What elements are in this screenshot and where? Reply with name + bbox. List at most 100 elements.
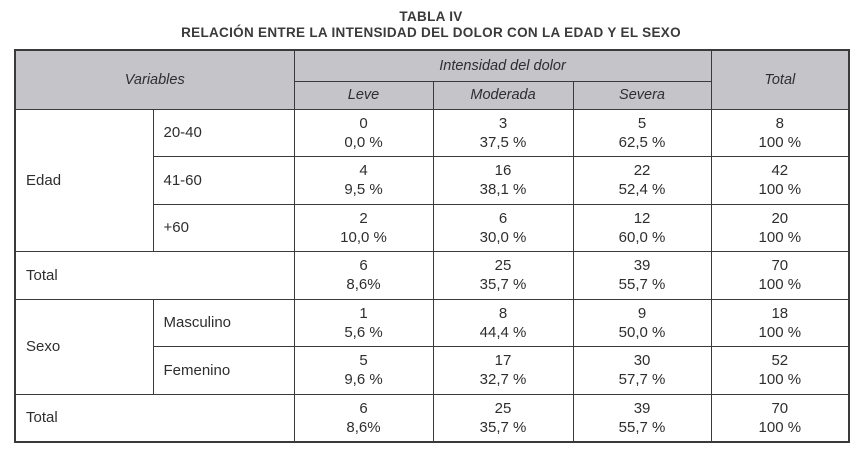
cell-count: 5 — [359, 352, 368, 370]
cell-count: 4 — [359, 162, 368, 180]
header-leve: Leve — [293, 80, 434, 110]
cell-percent: 9,6 % — [344, 371, 383, 389]
cell-percent: 8,6% — [346, 276, 381, 294]
cell-percent: 62,5 % — [618, 133, 666, 151]
header-variables: Variables — [14, 49, 295, 110]
cell-count: 70 — [771, 399, 789, 417]
cell-edad-total-severa: 39 55,7 % — [572, 251, 712, 300]
table-body: Edad 20-40 0 0,0 % 3 37,5 % 5 62,5 % 8 1… — [14, 108, 850, 442]
table-row-edad-60plus: +60 2 10,0 % 6 30,0 % 12 60,0 % 20 100 % — [15, 203, 850, 252]
cell-edad-20-40-severa: 5 62,5 % — [572, 108, 712, 157]
cell-percent: 55,7 % — [618, 276, 666, 294]
table-row-edad-41-60: 41-60 4 9,5 % 16 38,1 % 22 52,4 % 42 100… — [15, 156, 850, 205]
cell-count: 8 — [775, 114, 784, 132]
cell-count: 39 — [633, 257, 651, 275]
cell-count: 1 — [359, 304, 368, 322]
cell-percent: 100 % — [758, 418, 802, 436]
cell-sexo-femenino-leve: 5 9,6 % — [293, 346, 434, 395]
header-moderada: Moderada — [432, 80, 574, 110]
cell-count: 52 — [771, 352, 789, 370]
cell-percent: 5,6 % — [344, 323, 383, 341]
cell-count: 6 — [359, 257, 368, 275]
cell-edad-60plus-moderada: 6 30,0 % — [432, 203, 574, 252]
cell-edad-41-60-total: 42 100 % — [710, 156, 850, 205]
row-label-femenino: Femenino — [152, 346, 295, 395]
cell-count: 6 — [359, 399, 368, 417]
cell-percent: 100 % — [758, 323, 802, 341]
cell-edad-60plus-severa: 12 60,0 % — [572, 203, 712, 252]
cell-sexo-total-leve: 6 8,6% — [293, 393, 434, 442]
cell-count: 17 — [494, 352, 512, 370]
cell-percent: 37,5 % — [479, 133, 527, 151]
cell-percent: 32,7 % — [479, 371, 527, 389]
header-intensity-group: Intensidad del dolor — [293, 49, 712, 82]
header-total: Total — [710, 49, 850, 110]
cell-percent: 35,7 % — [479, 276, 527, 294]
cell-sexo-masculino-leve: 1 5,6 % — [293, 298, 434, 347]
cell-percent: 0,0 % — [344, 133, 383, 151]
row-group-label-sexo: Sexo — [14, 298, 154, 395]
cell-count: 9 — [637, 304, 647, 322]
cell-percent: 35,7 % — [479, 418, 527, 436]
row-label-sexo-total: Total — [14, 393, 295, 442]
cell-count: 12 — [633, 209, 651, 227]
cell-percent: 44,4 % — [479, 323, 527, 341]
cell-edad-60plus-total: 20 100 % — [710, 203, 850, 252]
cell-percent: 8,6% — [346, 418, 381, 436]
cell-count: 0 — [359, 114, 368, 132]
row-label-20-40: 20-40 — [152, 108, 295, 157]
row-label-60plus: +60 — [152, 203, 295, 252]
table-header: Variables Intensidad del dolor Total Lev… — [14, 49, 850, 110]
cell-count: 39 — [633, 399, 651, 417]
row-label-41-60: 41-60 — [152, 156, 295, 205]
cell-count: 8 — [498, 304, 508, 322]
table-title: TABLA IV — [399, 9, 463, 24]
table-row-sexo-masculino: Sexo Masculino 1 5,6 % 8 44,4 % 9 50,0 %… — [14, 298, 850, 395]
cell-count: 2 — [359, 209, 368, 227]
cell-sexo-femenino-total: 52 100 % — [710, 346, 850, 395]
cell-sexo-masculino-moderada: 8 44,4 % — [432, 298, 574, 347]
cell-percent: 57,7 % — [618, 371, 666, 389]
cell-percent: 10,0 % — [340, 228, 387, 246]
cell-sexo-total-total: 70 100 % — [710, 393, 850, 442]
cell-percent: 52,4 % — [618, 181, 666, 199]
row-group-label-edad: Edad — [14, 108, 154, 252]
cell-count: 18 — [771, 304, 789, 322]
cell-edad-60plus-leve: 2 10,0 % — [293, 203, 434, 252]
cell-count: 25 — [494, 257, 512, 275]
cell-sexo-total-moderada: 25 35,7 % — [432, 393, 574, 442]
cell-percent: 9,5 % — [344, 181, 383, 199]
cell-count: 5 — [637, 114, 647, 132]
cell-count: 22 — [633, 162, 651, 180]
row-label-edad-total: Total — [14, 251, 295, 300]
cell-count: 16 — [494, 162, 512, 180]
cell-sexo-femenino-moderada: 17 32,7 % — [432, 346, 574, 395]
cell-percent: 50,0 % — [618, 323, 666, 341]
cell-edad-20-40-moderada: 3 37,5 % — [432, 108, 574, 157]
cell-percent: 30,0 % — [479, 228, 527, 246]
table-subtitle: RELACIÓN ENTRE LA INTENSIDAD DEL DOLOR C… — [181, 25, 681, 40]
cell-percent: 100 % — [758, 371, 802, 389]
cell-percent: 100 % — [758, 276, 802, 294]
table-row-edad-total: Total 6 8,6% 25 35,7 % 39 55,7 % 70 100 … — [14, 251, 850, 300]
cell-edad-total-moderada: 25 35,7 % — [432, 251, 574, 300]
cell-edad-20-40-total: 8 100 % — [710, 108, 850, 157]
cell-percent: 100 % — [758, 133, 802, 151]
cell-percent: 100 % — [758, 228, 802, 246]
cell-edad-41-60-leve: 4 9,5 % — [293, 156, 434, 205]
cell-sexo-femenino-severa: 30 57,7 % — [572, 346, 712, 395]
cell-edad-total-total: 70 100 % — [710, 251, 850, 300]
cell-percent: 55,7 % — [618, 418, 666, 436]
cell-count: 3 — [498, 114, 508, 132]
cell-percent: 100 % — [758, 181, 802, 199]
cell-edad-41-60-moderada: 16 38,1 % — [432, 156, 574, 205]
table-row-edad-20-40: Edad 20-40 0 0,0 % 3 37,5 % 5 62,5 % 8 1… — [14, 108, 850, 252]
header-severa: Severa — [572, 80, 712, 110]
intensity-pain-table: Variables Intensidad del dolor Total Lev… — [14, 49, 851, 443]
cell-edad-total-leve: 6 8,6% — [293, 251, 434, 300]
cell-count: 42 — [771, 162, 789, 180]
cell-percent: 60,0 % — [618, 228, 666, 246]
table-row-sexo-total: Total 6 8,6% 25 35,7 % 39 55,7 % 70 100 … — [14, 393, 850, 442]
cell-edad-41-60-severa: 22 52,4 % — [572, 156, 712, 205]
